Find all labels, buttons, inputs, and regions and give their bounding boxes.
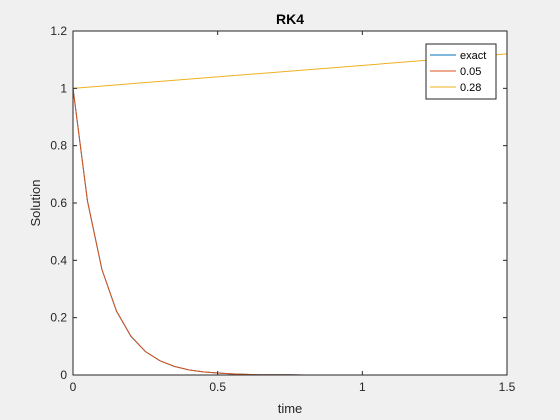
chart-title: RK4 (276, 11, 304, 27)
legend-label: exact (460, 50, 486, 62)
y-tick-label: 1.2 (50, 24, 67, 38)
x-tick-label: 1.5 (499, 380, 516, 394)
y-tick-label: 0.2 (50, 311, 67, 325)
x-axis-label: time (278, 401, 303, 416)
ticks-layer: 0 0.5 1 1.5 0 0.2 0.4 0.6 0.8 1 1.2 (50, 24, 515, 394)
y-tick-label: 0.4 (50, 253, 67, 267)
x-tick-label: 0.5 (209, 380, 226, 394)
legend: exact 0.05 0.28 (425, 43, 497, 100)
legend-label: 0.05 (460, 66, 481, 78)
y-axis-label: Solution (28, 180, 43, 227)
y-tick-label: 0 (60, 368, 67, 382)
x-tick-label: 0 (70, 380, 77, 394)
y-tick-label: 0.6 (50, 196, 67, 210)
legend-label: 0.28 (460, 82, 481, 94)
x-tick-label: 1 (359, 380, 366, 394)
y-tick-label: 1 (60, 81, 67, 95)
y-tick-label: 0.8 (50, 139, 67, 153)
